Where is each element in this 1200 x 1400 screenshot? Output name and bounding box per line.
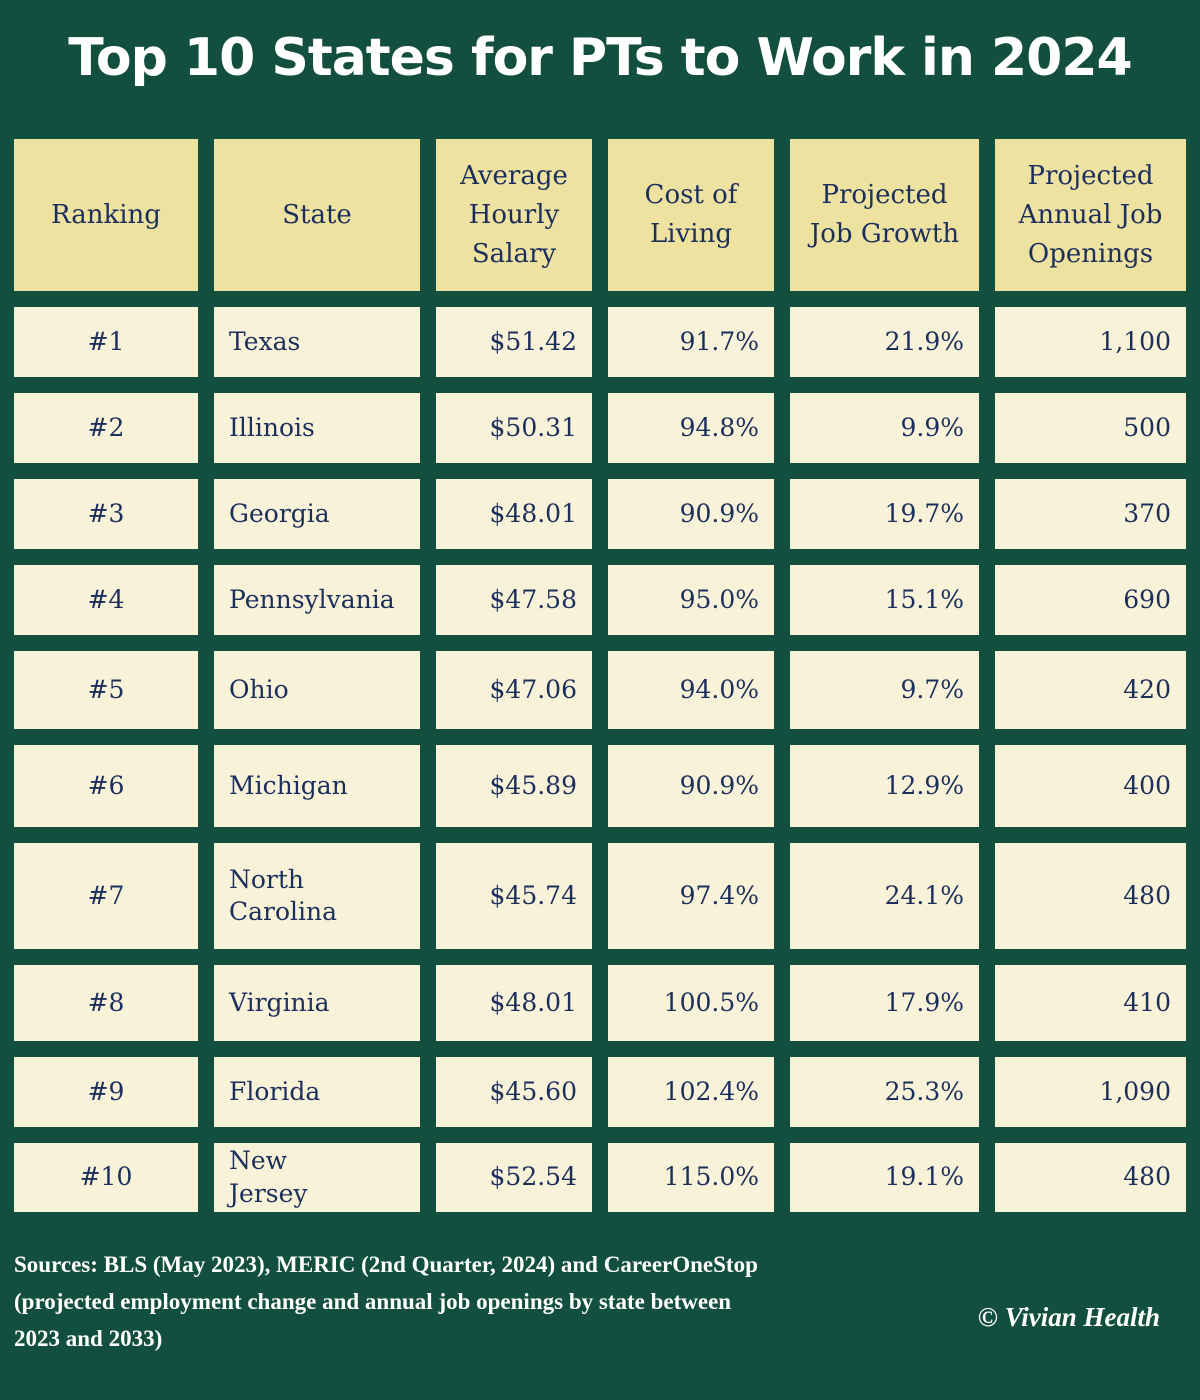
job-openings-cell: 370 [995,479,1186,549]
job-growth-cell: 24.1% [790,843,979,949]
job-growth-cell: 21.9% [790,307,979,377]
rank-cell: #1 [14,307,198,377]
rank-cell: #9 [14,1057,198,1127]
copyright: © Vivian Health [977,1302,1160,1332]
salary-cell: $45.60 [436,1057,592,1127]
header-state: State [214,139,420,291]
job-openings-cell: 410 [995,965,1186,1041]
job-openings-cell: 480 [995,1143,1186,1212]
rank-cell: #6 [14,745,198,827]
cost-of-living-cell: 94.0% [608,651,774,729]
state-cell: Texas [214,307,420,377]
state-cell: Virginia [214,965,420,1041]
rank-cell: #10 [14,1143,198,1212]
page-title: Top 10 States for PTs to Work in 2024 [68,28,1132,88]
job-openings-cell: 1,100 [995,307,1186,377]
header-job-openings: Projected Annual Job Openings [995,139,1186,291]
state-cell: Ohio [214,651,420,729]
job-growth-cell: 19.1% [790,1143,979,1212]
job-openings-cell: 690 [995,565,1186,635]
rank-cell: #4 [14,565,198,635]
salary-cell: $45.74 [436,843,592,949]
cost-of-living-cell: 94.8% [608,393,774,463]
job-growth-cell: 12.9% [790,745,979,827]
salary-cell: $47.06 [436,651,592,729]
state-cell: New Jersey [214,1143,420,1212]
job-openings-cell: 480 [995,843,1186,949]
salary-cell: $47.58 [436,565,592,635]
state-cell: Pennsylvania [214,565,420,635]
cost-of-living-cell: 97.4% [608,843,774,949]
salary-cell: $52.54 [436,1143,592,1212]
salary-cell: $48.01 [436,965,592,1041]
cost-of-living-cell: 90.9% [608,479,774,549]
job-growth-cell: 17.9% [790,965,979,1041]
job-growth-cell: 25.3% [790,1057,979,1127]
job-openings-cell: 400 [995,745,1186,827]
job-openings-cell: 420 [995,651,1186,729]
state-cell: North Carolina [214,843,420,949]
states-table: Ranking State Average Hourly Salary Cost… [14,139,1186,1212]
job-openings-cell: 1,090 [995,1057,1186,1127]
job-openings-cell: 500 [995,393,1186,463]
rank-cell: #2 [14,393,198,463]
salary-cell: $51.42 [436,307,592,377]
rank-cell: #8 [14,965,198,1041]
rank-cell: #7 [14,843,198,949]
state-cell: Florida [214,1057,420,1127]
state-cell: Illinois [214,393,420,463]
state-cell: Michigan [214,745,420,827]
job-growth-cell: 9.7% [790,651,979,729]
salary-cell: $45.89 [436,745,592,827]
cost-of-living-cell: 100.5% [608,965,774,1041]
header-cost-of-living: Cost of Living [608,139,774,291]
header-ranking: Ranking [14,139,198,291]
job-growth-cell: 15.1% [790,565,979,635]
sources-note: Sources: BLS (May 2023), MERIC (2nd Quar… [14,1252,758,1351]
job-growth-cell: 9.9% [790,393,979,463]
header-salary: Average Hourly Salary [436,139,592,291]
state-cell: Georgia [214,479,420,549]
cost-of-living-cell: 90.9% [608,745,774,827]
rank-cell: #3 [14,479,198,549]
cost-of-living-cell: 91.7% [608,307,774,377]
rank-cell: #5 [14,651,198,729]
header-job-growth: Projected Job Growth [790,139,979,291]
cost-of-living-cell: 115.0% [608,1143,774,1212]
cost-of-living-cell: 95.0% [608,565,774,635]
salary-cell: $48.01 [436,479,592,549]
job-growth-cell: 19.7% [790,479,979,549]
salary-cell: $50.31 [436,393,592,463]
cost-of-living-cell: 102.4% [608,1057,774,1127]
